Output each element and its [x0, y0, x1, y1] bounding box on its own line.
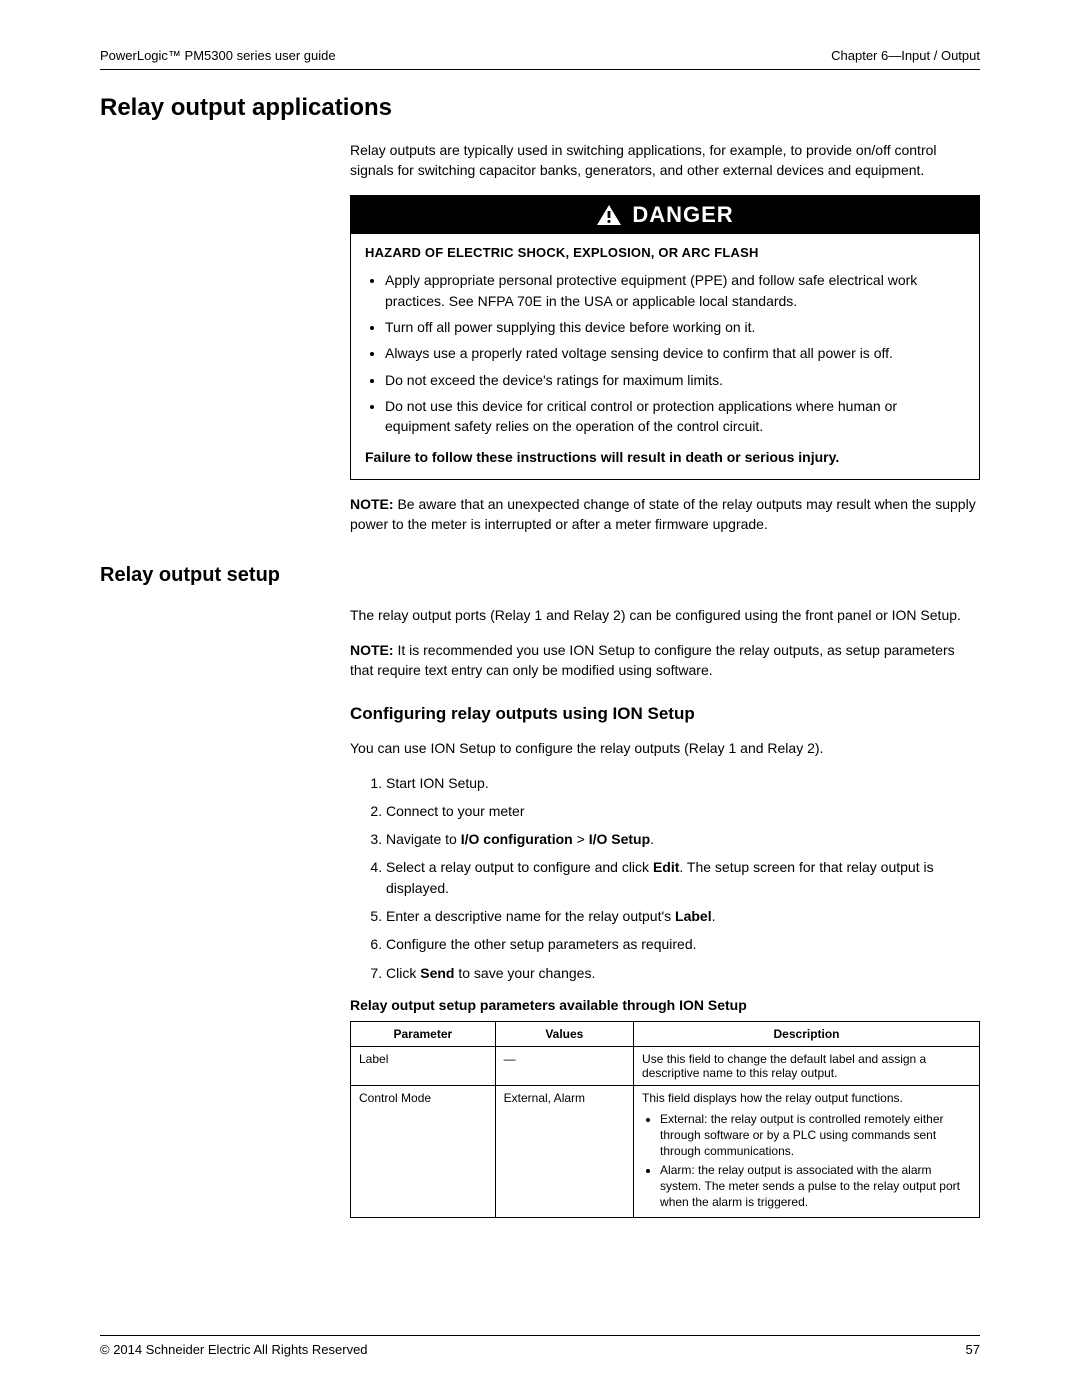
cell-description: This field displays how the relay output… [634, 1085, 980, 1217]
note-label: NOTE: [350, 496, 394, 512]
note-label: NOTE: [350, 642, 394, 658]
step-text: Navigate to [386, 831, 461, 847]
header-rule [100, 69, 980, 70]
danger-title: DANGER [632, 202, 733, 228]
step-4: Select a relay output to configure and c… [386, 857, 980, 898]
step-text: . [712, 908, 716, 924]
table-header-row: Parameter Values Description [351, 1021, 980, 1046]
step-text: Click [386, 965, 420, 981]
note-text: Be aware that an unexpected change of st… [350, 496, 976, 532]
danger-item: Turn off all power supplying this device… [385, 317, 965, 337]
danger-item: Apply appropriate personal protective eq… [385, 270, 965, 311]
note-text: It is recommended you use ION Setup to c… [350, 642, 955, 678]
heading-configuring-ion-setup: Configuring relay outputs using ION Setu… [350, 704, 980, 724]
step-6: Configure the other setup parameters as … [386, 934, 980, 954]
danger-item: Do not exceed the device's ratings for m… [385, 370, 965, 390]
danger-item: Always use a properly rated voltage sens… [385, 343, 965, 363]
step-5: Enter a descriptive name for the relay o… [386, 906, 980, 926]
table-row: Label — Use this field to change the def… [351, 1046, 980, 1085]
danger-header: DANGER [351, 196, 979, 234]
heading-relay-output-applications: Relay output applications [100, 94, 980, 122]
step-bold: Send [420, 965, 454, 981]
step-7: Click Send to save your changes. [386, 963, 980, 983]
th-parameter: Parameter [351, 1021, 496, 1046]
danger-item: Do not use this device for critical cont… [385, 396, 965, 437]
note-2: NOTE: It is recommended you use ION Setu… [350, 640, 980, 681]
step-1: Start ION Setup. [386, 773, 980, 793]
header-left: PowerLogic™ PM5300 series user guide [100, 48, 336, 63]
footer-copyright: © 2014 Schneider Electric All Rights Res… [100, 1342, 368, 1357]
hazard-heading: HAZARD OF ELECTRIC SHOCK, EXPLOSION, OR … [365, 244, 965, 263]
desc-sublist: External: the relay output is controlled… [642, 1111, 971, 1210]
desc-lead: This field displays how the relay output… [642, 1091, 971, 1105]
danger-list: Apply appropriate personal protective eq… [365, 270, 965, 436]
danger-failure-line: Failure to follow these instructions wil… [365, 447, 965, 467]
cell-description: Use this field to change the default lab… [634, 1046, 980, 1085]
setup-paragraph-1: The relay output ports (Relay 1 and Rela… [350, 605, 980, 625]
th-values: Values [495, 1021, 633, 1046]
intro-paragraph: Relay outputs are typically used in swit… [350, 140, 980, 181]
step-bold: I/O Setup [589, 831, 650, 847]
header-right: Chapter 6—Input / Output [831, 48, 980, 63]
step-2: Connect to your meter [386, 801, 980, 821]
danger-box: DANGER HAZARD OF ELECTRIC SHOCK, EXPLOSI… [350, 195, 980, 480]
steps-list: Start ION Setup. Connect to your meter N… [350, 773, 980, 983]
step-text: Enter a descriptive name for the relay o… [386, 908, 675, 924]
step-bold: Label [675, 908, 712, 924]
desc-subitem: Alarm: the relay output is associated wi… [660, 1162, 971, 1211]
warning-triangle-icon [596, 204, 622, 226]
th-description: Description [634, 1021, 980, 1046]
cell-values: — [495, 1046, 633, 1085]
page-footer: © 2014 Schneider Electric All Rights Res… [100, 1335, 980, 1357]
footer-rule [100, 1335, 980, 1336]
table-row: Control Mode External, Alarm This field … [351, 1085, 980, 1217]
heading-relay-output-setup: Relay output setup [100, 564, 980, 587]
step-bold: I/O configuration [461, 831, 573, 847]
cell-parameter: Control Mode [351, 1085, 496, 1217]
step-bold: Edit [653, 859, 679, 875]
note-1: NOTE: Be aware that an unexpected change… [350, 494, 980, 535]
config-intro: You can use ION Setup to configure the r… [350, 738, 980, 758]
step-text: > [573, 831, 589, 847]
params-table: Parameter Values Description Label — Use… [350, 1021, 980, 1218]
desc-subitem: External: the relay output is controlled… [660, 1111, 971, 1160]
cell-values: External, Alarm [495, 1085, 633, 1217]
step-text: . [650, 831, 654, 847]
cell-parameter: Label [351, 1046, 496, 1085]
table-caption: Relay output setup parameters available … [350, 997, 980, 1013]
step-3: Navigate to I/O configuration > I/O Setu… [386, 829, 980, 849]
footer-page-number: 57 [966, 1342, 980, 1357]
step-text: to save your changes. [454, 965, 595, 981]
step-text: Select a relay output to configure and c… [386, 859, 653, 875]
